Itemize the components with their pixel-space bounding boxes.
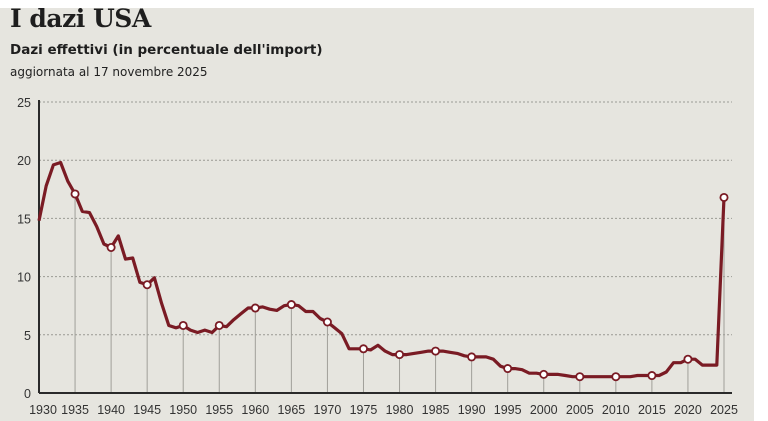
data-point-marker xyxy=(395,350,405,360)
data-point-marker xyxy=(539,369,549,379)
chart-subtitle: Dazi effettivi (in percentuale dell'impo… xyxy=(10,42,323,58)
data-point-marker xyxy=(286,300,296,310)
x-tick-label: 1940 xyxy=(97,403,125,417)
top-margin xyxy=(0,0,768,8)
y-tick-label: 0 xyxy=(24,387,31,401)
x-tick-label: 1990 xyxy=(458,403,486,417)
x-tick-label: 1995 xyxy=(494,403,522,417)
data-point-marker xyxy=(106,242,116,252)
y-tick-label: 20 xyxy=(17,154,31,168)
x-tick-label: 2005 xyxy=(566,403,594,417)
data-point-marker xyxy=(683,354,693,364)
x-tick-label: 1970 xyxy=(314,403,342,417)
x-tick-label: 1935 xyxy=(61,403,89,417)
update-note: aggiornata al 17 novembre 2025 xyxy=(10,65,208,79)
data-point-marker xyxy=(503,364,513,374)
y-tick-label: 10 xyxy=(17,271,31,285)
x-tick-label: 1945 xyxy=(133,403,161,417)
x-tick-label: 2000 xyxy=(530,403,558,417)
data-point-marker xyxy=(647,371,657,381)
right-margin xyxy=(754,0,768,421)
data-point-marker xyxy=(611,372,621,382)
data-point-marker xyxy=(322,317,332,327)
y-tick-label: 15 xyxy=(17,212,31,226)
chart-title: I dazi USA xyxy=(10,4,151,33)
data-point-marker xyxy=(214,320,224,330)
data-point-marker xyxy=(142,280,152,290)
data-point-marker xyxy=(178,320,188,330)
data-point-marker xyxy=(250,303,260,313)
x-tick-label: 2010 xyxy=(602,403,630,417)
data-point-marker xyxy=(70,189,80,199)
x-tick-label: 1930 xyxy=(29,403,57,417)
data-point-marker xyxy=(467,352,477,362)
x-tick-label: 2025 xyxy=(710,403,738,417)
data-point-marker xyxy=(719,192,729,202)
x-tick-label: 1960 xyxy=(241,403,269,417)
x-tick-label: 2015 xyxy=(638,403,666,417)
x-tick-label: 1975 xyxy=(350,403,378,417)
x-tick-label: 1955 xyxy=(205,403,233,417)
y-tick-label: 25 xyxy=(17,96,31,110)
data-point-marker xyxy=(358,344,368,354)
data-point-marker xyxy=(431,346,441,356)
x-tick-label: 1965 xyxy=(277,403,305,417)
x-tick-label: 1985 xyxy=(422,403,450,417)
x-tick-label: 1980 xyxy=(386,403,414,417)
x-tick-label: 1950 xyxy=(169,403,197,417)
x-tick-label: 2020 xyxy=(674,403,702,417)
series-line xyxy=(37,160,726,379)
data-point-marker xyxy=(575,372,585,382)
y-tick-label: 5 xyxy=(24,329,31,343)
